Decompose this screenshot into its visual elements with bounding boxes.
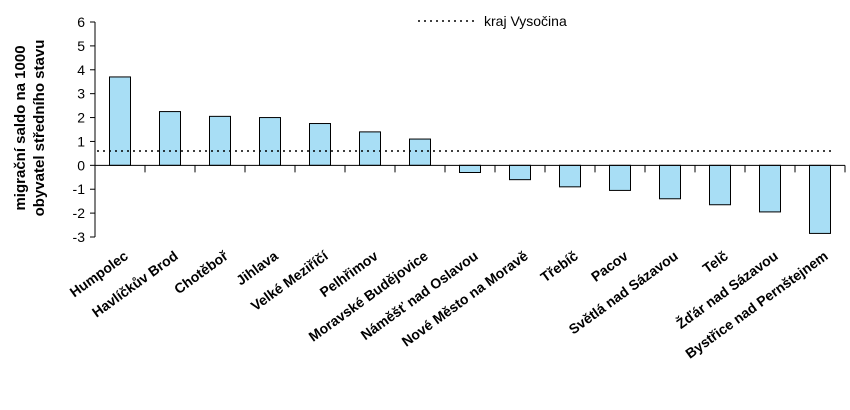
x-category-label: Telč <box>700 247 731 276</box>
bar <box>259 117 281 166</box>
x-category-label: Pacov <box>588 247 631 284</box>
bar <box>459 164 481 173</box>
y-tick-label: -1 <box>73 181 86 197</box>
bar <box>409 138 431 166</box>
bar <box>809 164 831 234</box>
y-tick-label: 3 <box>77 86 85 102</box>
y-tick-label: -3 <box>73 229 86 245</box>
bar <box>609 164 631 191</box>
y-axis-title-line1: migrační saldo na 1000 <box>12 45 29 210</box>
x-category-label: Chotěboř <box>171 247 231 297</box>
bar <box>109 76 131 166</box>
y-tick-label: 5 <box>77 38 85 54</box>
legend: kraj Vysočina <box>418 13 567 29</box>
bar <box>559 164 581 188</box>
bar <box>509 164 531 181</box>
x-category-label: Havlíčkův Brod <box>89 247 181 320</box>
y-tick-label: 0 <box>77 157 85 173</box>
x-category-label: Třebíč <box>537 247 581 285</box>
y-tick-label: -2 <box>73 205 86 221</box>
legend-label: kraj Vysočina <box>484 13 567 29</box>
y-axis-title-line2: obyvatel středního stavu <box>31 40 48 217</box>
bar <box>759 164 781 213</box>
bar <box>709 164 731 206</box>
y-tick-label: 1 <box>77 133 85 149</box>
y-axis-title: migrační saldo na 1000 obyvatel středníh… <box>12 40 48 217</box>
y-tick-label: 6 <box>77 14 85 30</box>
bar <box>659 164 681 200</box>
y-tick-label: 2 <box>77 110 85 126</box>
bar <box>209 115 231 166</box>
y-tick-label: 4 <box>77 62 85 78</box>
bar <box>159 111 181 166</box>
bar <box>359 131 381 166</box>
bar <box>309 123 331 166</box>
